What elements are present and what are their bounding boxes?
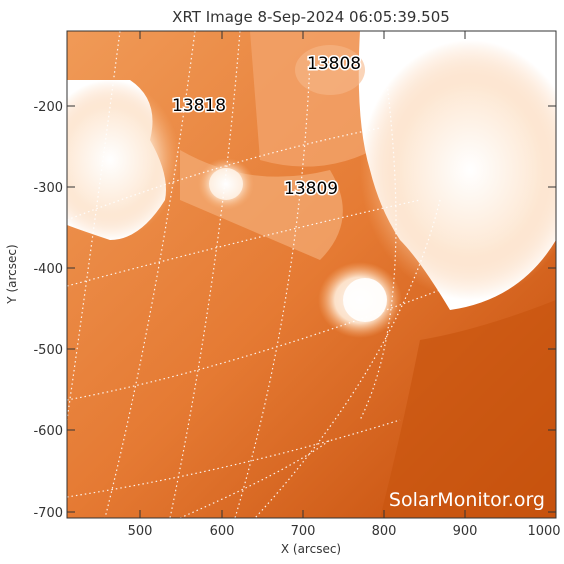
solar-image [67,31,556,518]
x-tick-label: 900 [453,524,478,539]
tick-marks [67,31,556,518]
x-tick-label: 700 [291,524,316,539]
x-tick-label: 1000 [527,524,560,539]
x-tick-label: 500 [128,524,153,539]
y-tick-label: -200 [33,100,63,115]
coordinate-grid [67,31,441,518]
region-label-13808: 13808 [307,54,361,74]
x-tick-label: 600 [210,524,235,539]
solarmonitor-watermark: SolarMonitor.org [389,489,545,511]
y-tick-label: -500 [33,343,63,358]
y-tick-label: -300 [33,181,63,196]
image-title: XRT Image 8-Sep-2024 06:05:39.505 [172,8,450,26]
y-axis-label: Y (arcsec) [5,244,19,304]
x-axis-label: X (arcsec) [281,542,341,556]
x-tick-label: 800 [372,524,397,539]
region-label-13818: 13818 [172,96,226,116]
plot-frame [66,30,557,519]
y-tick-label: -600 [33,424,63,439]
region-label-13809: 13809 [284,179,338,199]
y-tick-label: -700 [33,506,63,521]
y-tick-label: -400 [33,262,63,277]
